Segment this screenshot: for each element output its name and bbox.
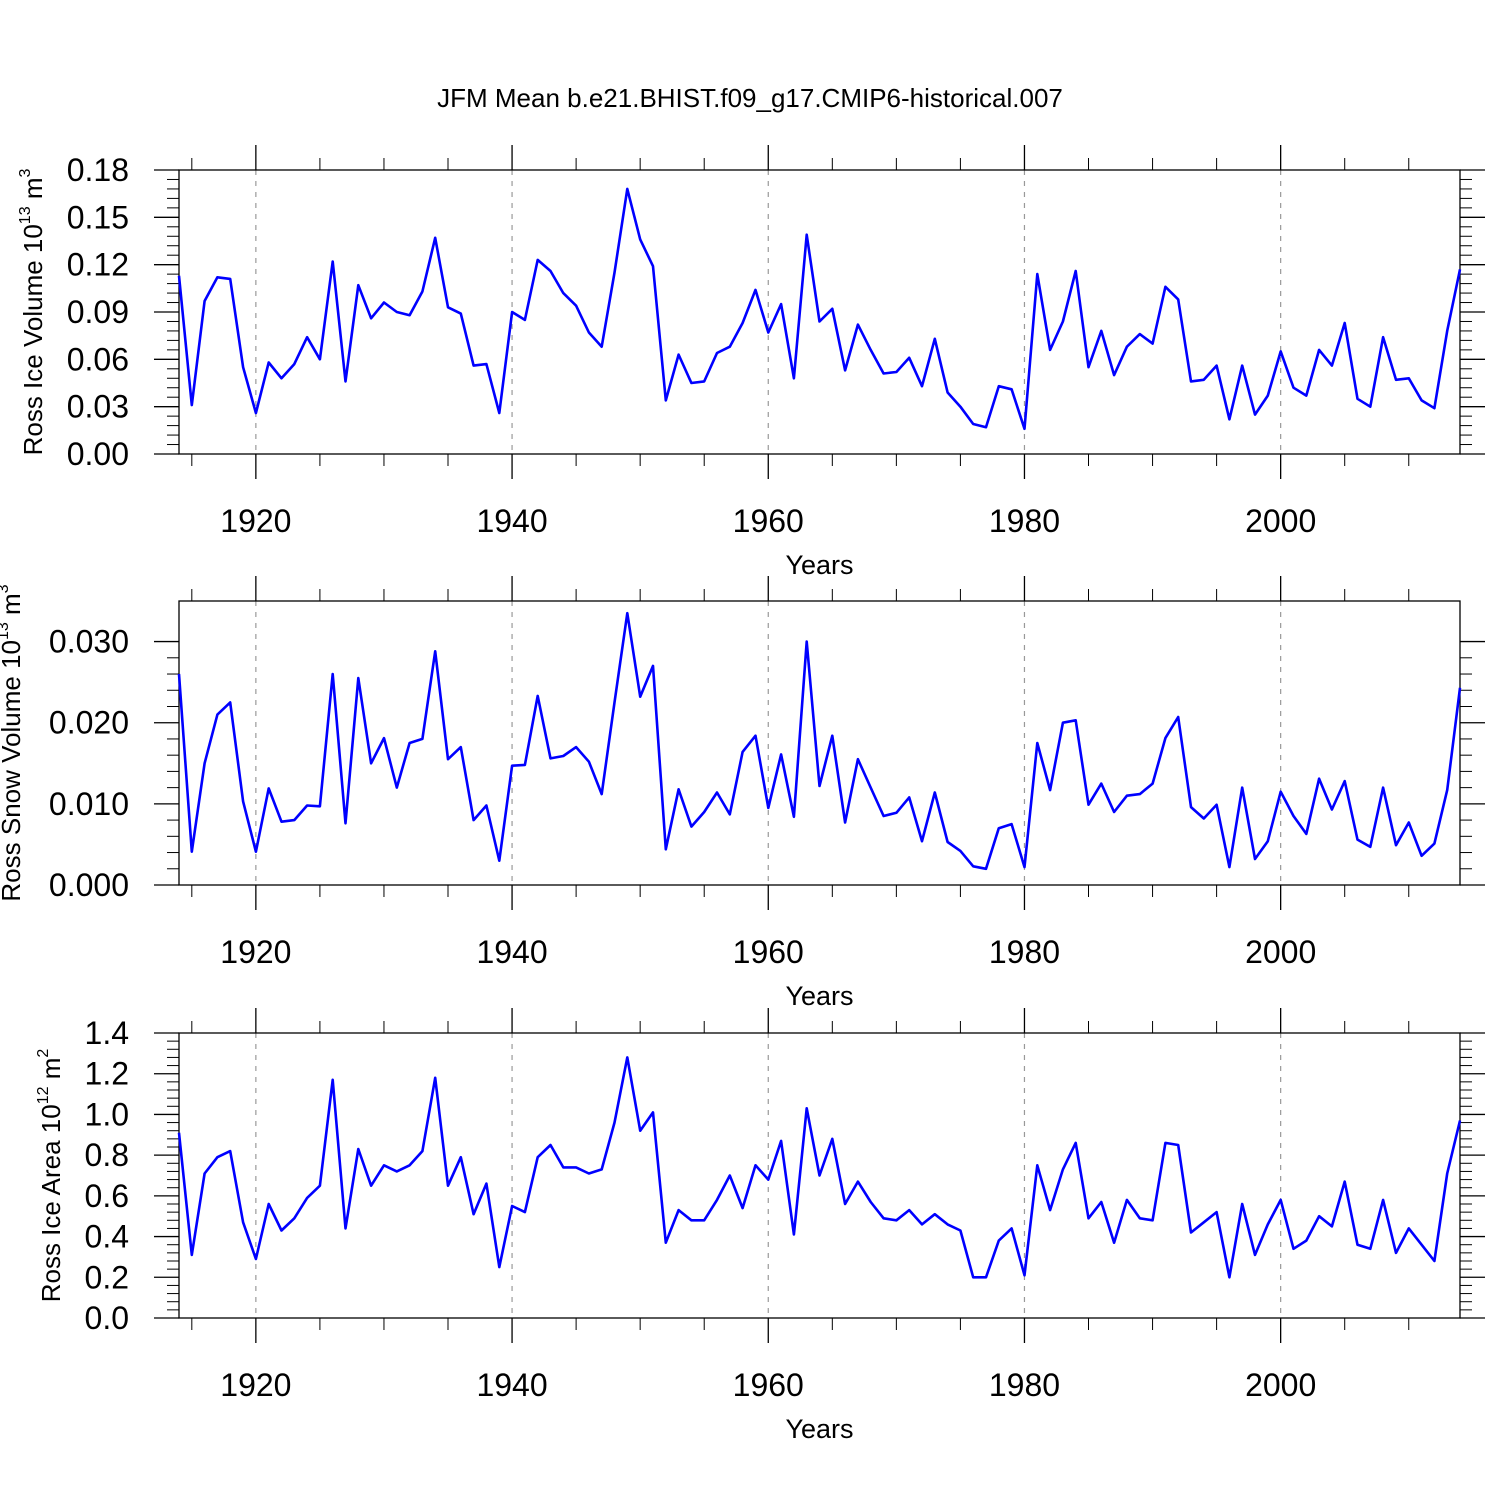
x-tick-label: 1940 [476,934,547,970]
y-tick-label: 0.2 [85,1259,129,1295]
plot-frame [178,169,1461,455]
y-axis-label-text: Ross Ice Area 10 [36,1104,66,1302]
x-tick-label: 1980 [989,934,1060,970]
figure-title: JFM Mean b.e21.BHIST.f09_g17.CMIP6-histo… [437,83,1063,113]
y-axis-label: Ross Snow Volume 1013 m3 [0,584,26,901]
y-tick-label: 0.0 [85,1300,129,1336]
y-axis-label-superscript: 3 [0,584,12,593]
y-tick-label: 1.0 [85,1096,129,1132]
x-tick-label: 1920 [220,934,291,970]
plot-frame [178,600,1461,886]
y-tick-label: 1.4 [85,1015,129,1051]
chart-panel-3: 1920 1940 1960 1980 2000 0.0 0.2 0.4 0.6 0.8 1.0 1.… [35,1008,1485,1444]
y-axis-label: Ross Ice Volume 1013 m3 [17,168,48,455]
y-axis-label-text: m [36,1058,66,1087]
y-tick-label: 0.6 [85,1178,129,1214]
y-axis-label-superscript: 13 [0,622,12,640]
y-axis-label-text: Ross Ice Volume 10 [18,224,48,455]
y-axis-label-superscript: 13 [17,206,34,224]
data-line-series [177,611,1462,871]
x-tick-label: 1940 [476,1367,547,1403]
x-tick-label: 1960 [733,1367,804,1403]
y-axis-label-text: m [18,177,48,206]
x-tick-label: 2000 [1245,934,1316,970]
y-tick-label: 0.06 [67,341,129,377]
x-tick-label: 2000 [1245,503,1316,539]
x-axis-label: Years [785,550,853,580]
chart-panel-2: 1920 1940 1960 1980 2000 0.000 0.010 0.020 0.030… [0,576,1485,1011]
y-tick-label: 0.020 [49,705,129,741]
x-tick-label: 1980 [989,1367,1060,1403]
y-axis-label-text: m [0,593,26,622]
x-tick-label: 1960 [733,503,804,539]
x-tick-label: 1940 [476,503,547,539]
y-axis-label-superscript: 12 [35,1086,52,1104]
y-tick-label: 0.4 [85,1219,129,1255]
y-tick-label: 0.09 [67,294,129,330]
x-axis-label: Years [785,981,853,1011]
x-tick-label: 1980 [989,503,1060,539]
y-axis-label-superscript: 2 [35,1049,52,1058]
y-tick-label: 0.8 [85,1137,129,1173]
x-axis-label: Years [785,1414,853,1444]
y-tick-label: 0.000 [49,867,129,903]
y-axis-label-text: Ross Snow Volume 10 [0,640,26,902]
x-tick-label: 2000 [1245,1367,1316,1403]
x-tick-label: 1920 [220,503,291,539]
plot-frame [178,1032,1461,1319]
data-line-series [177,187,1462,431]
chart-panel-1: 1920 1940 1960 1980 2000 0.00 0.03 0.06 0.09 0.12… [17,145,1485,580]
y-tick-label: 0.03 [67,389,129,425]
y-tick-label: 1.2 [85,1056,129,1092]
y-axis-label: Ross Ice Area 1012 m2 [35,1049,66,1303]
x-tick-label: 1920 [220,1367,291,1403]
y-tick-label: 0.18 [67,152,129,188]
y-tick-label: 0.15 [67,199,129,235]
y-tick-label: 0.00 [67,436,129,472]
y-tick-label: 0.010 [49,786,129,822]
x-tick-label: 1960 [733,934,804,970]
data-line-series [177,1056,1462,1279]
y-tick-label: 0.12 [67,247,129,283]
y-axis-label-superscript: 3 [17,168,34,177]
y-tick-label: 0.030 [49,624,129,660]
